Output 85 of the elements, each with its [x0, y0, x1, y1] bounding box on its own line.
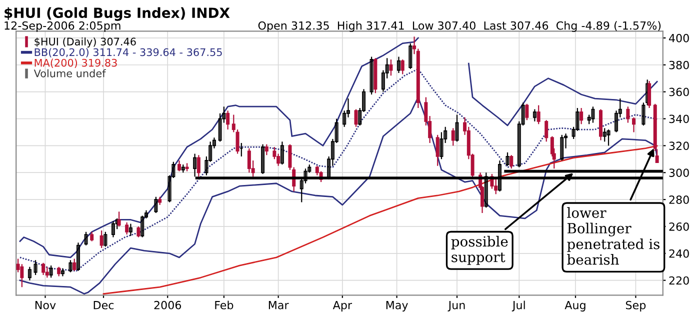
candlestick [455, 114, 459, 142]
candlestick [264, 144, 268, 156]
annotation: possible support [451, 236, 508, 265]
y-tick-label: 360 [669, 88, 689, 96]
annotation: lower Bollinger penetrated is bearish [567, 207, 660, 265]
candlestick [76, 242, 80, 272]
candlestick [193, 153, 197, 178]
candlestick [128, 223, 132, 236]
candlestick [389, 58, 393, 76]
candlestick [451, 128, 455, 146]
candlestick [510, 154, 514, 170]
annotation: Volume undef [34, 69, 106, 78]
x-tick-label: Dec [94, 301, 114, 310]
chart-title: $HUI (Gold Bugs Index) INDX [4, 7, 230, 21]
candlestick [247, 148, 251, 174]
candlestick [100, 230, 104, 249]
candlestick [591, 106, 595, 124]
x-tick-label: Jun [448, 301, 465, 312]
y-tick-label: 220 [669, 276, 689, 285]
x-tick-label: Feb [215, 300, 234, 310]
candlestick [57, 266, 61, 277]
annotation: Open 312.35 High 317.41 Low 307.40 Last 307.46 Chg -4.89 (-1.57%) [258, 21, 661, 32]
y-tick-label: 300 [669, 168, 689, 177]
y-tick-label: 320 [669, 142, 689, 150]
candlestick [196, 154, 200, 178]
candlestick [45, 266, 49, 278]
candlestick [178, 160, 182, 172]
candlestick [272, 146, 276, 160]
candlestick [354, 108, 358, 128]
y-tick-label: 400 [669, 34, 689, 42]
x-tick-label: Sep [626, 300, 646, 312]
candlestick [648, 80, 652, 109]
candlestick [400, 58, 404, 75]
candlestick [525, 103, 529, 121]
x-tick-label: Mar [268, 301, 289, 310]
candlestick [532, 108, 536, 122]
candlestick [632, 116, 636, 133]
y-tick-label: 380 [669, 60, 689, 70]
x-tick-label: May [386, 301, 408, 312]
candlestick [49, 264, 53, 278]
legend-label: $HUI (Daily) 307.46 [34, 37, 136, 48]
candlestick [436, 134, 440, 166]
candlestick [580, 107, 584, 125]
candlestick [34, 260, 38, 276]
candlestick [602, 128, 606, 142]
candlestick [560, 134, 564, 162]
chart-subtitle: 12-Sep-2006 2:05pm [4, 21, 120, 32]
legend-label: BB(20,2.0) 311.74 - 339.64 - 367.55 [34, 48, 222, 58]
candlestick [60, 268, 64, 277]
candlestick [111, 220, 115, 238]
candlestick [280, 141, 284, 166]
candlestick [494, 177, 498, 195]
candlestick [42, 262, 46, 276]
candlestick [28, 266, 32, 281]
candlestick [396, 56, 400, 74]
y-tick-label: 260 [669, 222, 689, 231]
x-tick-label: Aug [564, 301, 586, 312]
legend-label: MA(200) 319.83 [34, 58, 117, 68]
candlestick [408, 42, 412, 70]
candlestick [606, 128, 610, 146]
candlestick [104, 231, 108, 248]
candlestick [261, 144, 265, 175]
line-series [102, 145, 658, 294]
candlestick [154, 196, 158, 214]
candlestick [536, 104, 540, 125]
candlestick [125, 222, 129, 236]
candlestick [544, 120, 548, 142]
candlestick [506, 152, 510, 166]
candlestick [90, 231, 94, 242]
candlestick [226, 110, 230, 130]
x-tick-label: 2006 [154, 300, 182, 310]
y-tick-label: 340 [669, 114, 689, 124]
candlestick [68, 260, 72, 273]
x-tick-label: Nov [35, 301, 56, 310]
candlestick [626, 106, 630, 124]
candlestick [440, 132, 444, 160]
candlestick [84, 231, 88, 246]
candlestick [72, 258, 76, 272]
candlestick [136, 226, 140, 238]
y-tick-label: 240 [669, 249, 689, 258]
candlestick [117, 211, 121, 228]
y-tick-label: 280 [669, 196, 689, 204]
candlestick [370, 56, 374, 96]
x-tick-label: Apr [332, 301, 352, 312]
x-tick-label: Jul [512, 300, 525, 312]
